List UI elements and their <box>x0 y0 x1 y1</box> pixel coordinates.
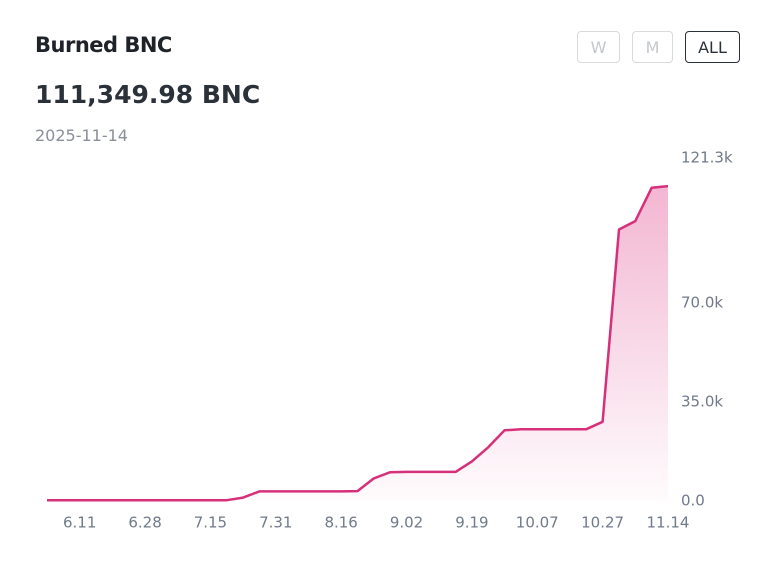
range-button[interactable]: W <box>577 31 620 63</box>
x-tick-label: 9.19 <box>455 514 488 532</box>
x-tick-label: 6.11 <box>63 514 96 532</box>
x-tick-label: 7.15 <box>194 514 227 532</box>
date: 2025-11-14 <box>35 126 128 145</box>
title: Burned BNC <box>35 33 172 57</box>
y-tick-label: 0.0 <box>681 492 705 510</box>
x-tick-label: 7.31 <box>259 514 292 532</box>
area <box>47 186 668 501</box>
total-value: 111,349.98 BNC <box>35 80 261 109</box>
range-button[interactable]: M <box>632 31 673 63</box>
x-tick-label: 10.07 <box>516 514 559 532</box>
x-tick-label: 9.02 <box>390 514 423 532</box>
x-tick-label: 6.28 <box>128 514 161 532</box>
line <box>47 184 669 502</box>
x-tick-label: 11.14 <box>647 514 690 532</box>
y-tick-label: 70.0k <box>681 294 723 312</box>
range-button[interactable]: ALL <box>685 31 740 63</box>
x-tick-label: 8.16 <box>324 514 357 532</box>
x-tick-label: 10.27 <box>581 514 624 532</box>
y-tick-label: 35.0k <box>681 393 723 411</box>
y-tick-label: 121.3k <box>681 149 733 167</box>
